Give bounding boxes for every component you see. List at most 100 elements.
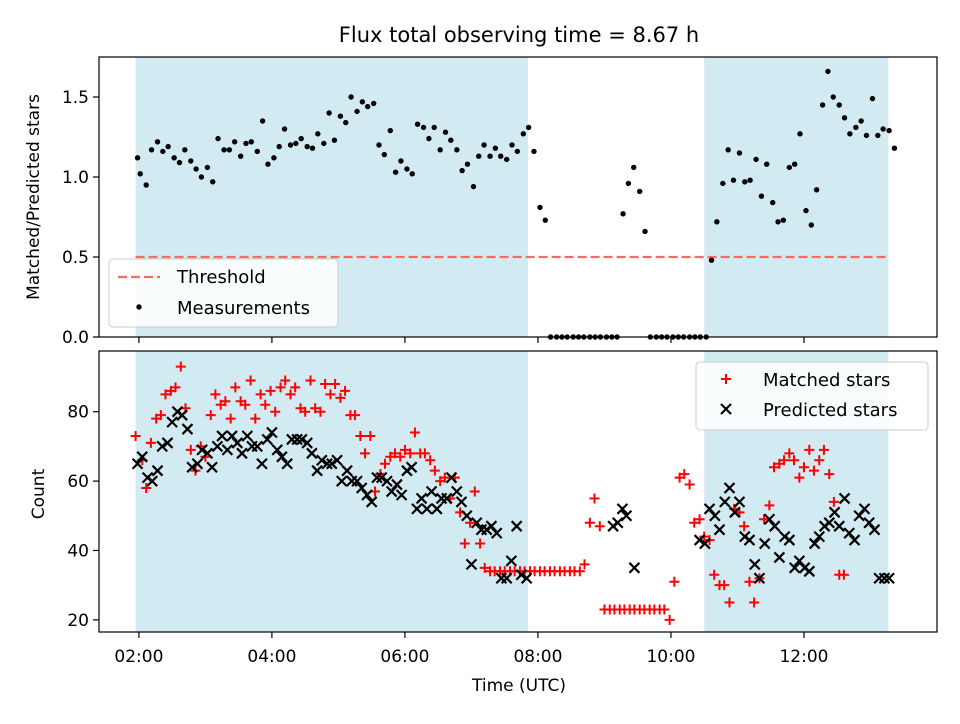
data-point <box>784 448 795 459</box>
data-point <box>808 222 814 228</box>
data-point <box>331 137 338 143</box>
data-point <box>259 118 266 124</box>
data-point <box>542 217 548 223</box>
data-point <box>780 217 787 223</box>
data-point <box>719 580 730 591</box>
data-point <box>798 462 809 473</box>
data-point <box>285 389 296 400</box>
plot-frame <box>98 350 938 633</box>
data-point <box>305 375 316 386</box>
data-point <box>764 161 770 167</box>
data-point <box>225 413 236 424</box>
legend-predicted-swatch <box>720 403 732 415</box>
data-point <box>260 399 271 410</box>
data-point <box>256 457 268 470</box>
data-point <box>251 440 264 453</box>
data-point <box>631 164 637 171</box>
legend-box <box>695 361 929 431</box>
data-point <box>625 180 632 187</box>
data-point <box>694 514 705 525</box>
data-point <box>853 510 865 522</box>
x-tick-label: 02:00 <box>114 647 163 667</box>
data-point <box>441 492 453 505</box>
data-point <box>175 361 186 372</box>
y-tick-label: 0.0 <box>62 328 89 348</box>
bottom-panel: 20 40 60 80 02:00 04:00 06:00 08:00 10:00 12:00 Ma… <box>67 350 938 667</box>
data-point <box>185 444 196 455</box>
data-point <box>753 156 759 163</box>
data-point <box>509 142 515 148</box>
data-point <box>498 153 504 159</box>
data-point <box>355 482 368 494</box>
data-point <box>236 447 248 460</box>
data-point <box>419 448 430 459</box>
data-point <box>868 523 881 536</box>
data-point <box>531 148 537 155</box>
data-point <box>720 180 726 187</box>
data-point <box>847 131 853 137</box>
data-point <box>405 461 418 473</box>
data-point <box>789 455 800 466</box>
data-point <box>210 389 221 400</box>
data-point <box>399 444 410 455</box>
data-point <box>714 219 720 225</box>
data-point <box>340 385 351 396</box>
data-point <box>836 102 842 108</box>
data-point <box>271 155 277 161</box>
x-tick-label: 04:00 <box>247 647 296 667</box>
data-point <box>409 171 415 177</box>
observing-window-0 <box>135 351 528 632</box>
data-point <box>243 140 249 147</box>
data-point <box>819 102 826 108</box>
data-point <box>421 503 433 515</box>
data-point <box>271 444 284 456</box>
data-point <box>709 569 720 580</box>
data-point <box>490 527 503 539</box>
data-point <box>201 447 214 460</box>
data-point <box>141 483 152 494</box>
data-point <box>156 440 168 453</box>
data-point <box>337 113 344 119</box>
data-point <box>188 158 194 164</box>
legend-matched-swatch <box>721 374 731 384</box>
data-point <box>574 566 585 577</box>
data-point <box>611 516 624 529</box>
data-point <box>198 174 205 180</box>
y-tick-label: 40 <box>67 541 89 561</box>
data-point <box>376 142 382 148</box>
data-point <box>794 472 805 483</box>
data-point <box>186 461 198 473</box>
data-point <box>359 99 366 105</box>
data-point <box>161 437 174 449</box>
data-point <box>886 127 892 134</box>
data-point <box>321 457 333 470</box>
data-point <box>221 444 234 456</box>
data-point <box>793 555 806 567</box>
data-point <box>520 572 533 585</box>
data-point <box>171 155 177 161</box>
data-point <box>275 382 286 393</box>
data-point <box>315 131 321 137</box>
data-point <box>148 147 155 153</box>
plot-frame <box>98 56 938 338</box>
data-point <box>255 389 266 400</box>
chart-title: Flux total observing time = 8.67 h <box>339 23 699 47</box>
data-point <box>858 503 871 515</box>
data-point <box>620 510 633 522</box>
y-tick-label: 1.0 <box>62 168 89 188</box>
data-point <box>210 179 216 185</box>
data-point <box>637 188 643 195</box>
data-point <box>748 558 761 571</box>
data-point <box>469 486 480 497</box>
data-point <box>375 471 388 484</box>
data-point <box>843 527 855 539</box>
y-tick-label: 1.5 <box>62 88 89 108</box>
data-point <box>729 506 741 519</box>
data-point <box>439 472 450 483</box>
data-point <box>753 572 766 585</box>
data-point <box>154 139 161 145</box>
data-point <box>266 426 278 439</box>
data-point <box>265 385 276 396</box>
data-point <box>220 396 231 407</box>
data-point <box>348 94 354 100</box>
